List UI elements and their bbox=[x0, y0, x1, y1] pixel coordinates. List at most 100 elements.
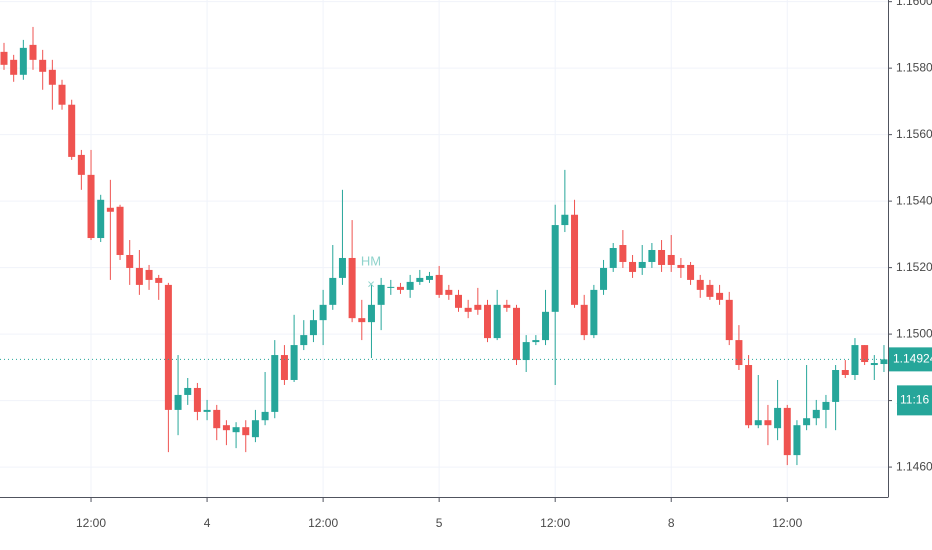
candle-body bbox=[445, 289, 453, 295]
candle-body bbox=[658, 249, 666, 265]
candle-body bbox=[39, 59, 47, 72]
candle-body bbox=[290, 345, 298, 380]
candle-body bbox=[280, 355, 288, 380]
candle-body bbox=[425, 275, 433, 280]
candle-body bbox=[387, 286, 395, 288]
annotation-marker: × bbox=[367, 276, 375, 291]
candle-body bbox=[803, 418, 811, 426]
candle-body bbox=[251, 420, 259, 438]
x-tick-label: 12:00 bbox=[540, 516, 570, 530]
candle-body bbox=[609, 248, 617, 268]
candle-body bbox=[600, 267, 608, 290]
candle-body bbox=[87, 174, 95, 239]
candle-body bbox=[764, 420, 772, 426]
y-tick-label: 1.15200 bbox=[896, 260, 932, 274]
y-tick-label: 1.16000 bbox=[896, 0, 932, 8]
x-tick-label: 12:00 bbox=[308, 516, 338, 530]
candle-body bbox=[135, 267, 143, 285]
last-price-label: 1.14924 bbox=[893, 352, 932, 366]
x-tick-label: 4 bbox=[204, 516, 211, 530]
candle-body bbox=[367, 304, 375, 323]
candle-body bbox=[19, 47, 27, 75]
candle-body bbox=[812, 409, 820, 419]
candle-body bbox=[503, 304, 511, 308]
candle-body bbox=[716, 292, 724, 300]
candle-body bbox=[77, 154, 85, 175]
candle-body bbox=[222, 425, 230, 431]
candle-body bbox=[832, 370, 840, 402]
candle-body bbox=[551, 225, 559, 312]
candle-body bbox=[696, 279, 704, 290]
candle-body bbox=[58, 84, 66, 105]
candle-body bbox=[184, 387, 192, 395]
candle-body bbox=[29, 44, 37, 60]
candle-body bbox=[667, 254, 675, 265]
candle-body bbox=[542, 311, 550, 341]
candle-body bbox=[126, 254, 134, 268]
y-tick-label: 1.15000 bbox=[896, 326, 932, 340]
candle-body bbox=[580, 304, 588, 336]
candle-body bbox=[106, 207, 114, 212]
candle-body bbox=[484, 304, 491, 339]
countdown-box bbox=[897, 385, 932, 416]
y-tick-label: 1.15600 bbox=[896, 127, 932, 141]
candle-body bbox=[319, 304, 327, 321]
annotation-label: HM bbox=[361, 253, 381, 268]
candle-body bbox=[68, 104, 76, 157]
candle-body bbox=[677, 264, 685, 268]
candle-body bbox=[619, 245, 627, 262]
candle-body bbox=[358, 318, 366, 323]
candle-body bbox=[416, 277, 424, 282]
candle-body bbox=[638, 261, 646, 268]
candle-body bbox=[261, 411, 269, 421]
candle-body bbox=[571, 214, 579, 305]
candle-body bbox=[155, 277, 163, 283]
candle-body bbox=[242, 427, 250, 436]
candle-body bbox=[213, 409, 221, 429]
candle-body bbox=[232, 427, 240, 433]
candle-body bbox=[493, 304, 501, 339]
candle-body bbox=[48, 69, 56, 85]
candle-body bbox=[870, 363, 878, 366]
candle-body bbox=[648, 249, 656, 262]
y-tick-label: 1.14600 bbox=[896, 459, 932, 473]
candle-body bbox=[97, 199, 105, 239]
candle-body bbox=[377, 284, 385, 305]
y-tick-label: 1.15400 bbox=[896, 193, 932, 207]
candle-body bbox=[0, 51, 8, 65]
candle-body bbox=[300, 335, 308, 346]
candle-body bbox=[774, 407, 782, 429]
candle-body bbox=[435, 274, 443, 295]
countdown-label: 11:16 bbox=[900, 393, 929, 407]
candle-body bbox=[532, 340, 540, 343]
candle-body bbox=[706, 284, 714, 297]
candle-body bbox=[10, 59, 18, 75]
candle-body bbox=[116, 206, 124, 255]
candle-body bbox=[793, 425, 801, 456]
candle-body bbox=[396, 286, 404, 290]
candle-body bbox=[203, 409, 211, 412]
candle-body bbox=[174, 394, 182, 410]
candle-body bbox=[513, 307, 521, 361]
candle-body bbox=[841, 370, 849, 375]
candle-body bbox=[271, 355, 279, 412]
candles bbox=[0, 26, 888, 466]
candle-body bbox=[735, 340, 743, 366]
candle-body bbox=[348, 257, 356, 319]
candle-body bbox=[822, 401, 830, 410]
candle-body bbox=[193, 387, 201, 412]
candle-body bbox=[145, 269, 153, 280]
last-price-box bbox=[889, 347, 932, 372]
candle-body bbox=[687, 264, 695, 280]
candle-body bbox=[745, 365, 753, 426]
candle-body bbox=[725, 299, 733, 341]
candle-body bbox=[629, 261, 637, 272]
candle-body bbox=[406, 281, 414, 290]
candle-body bbox=[522, 342, 530, 361]
candle-body bbox=[464, 307, 472, 312]
candle-body bbox=[851, 345, 859, 375]
candle-body bbox=[329, 277, 337, 305]
grid bbox=[0, 0, 888, 497]
